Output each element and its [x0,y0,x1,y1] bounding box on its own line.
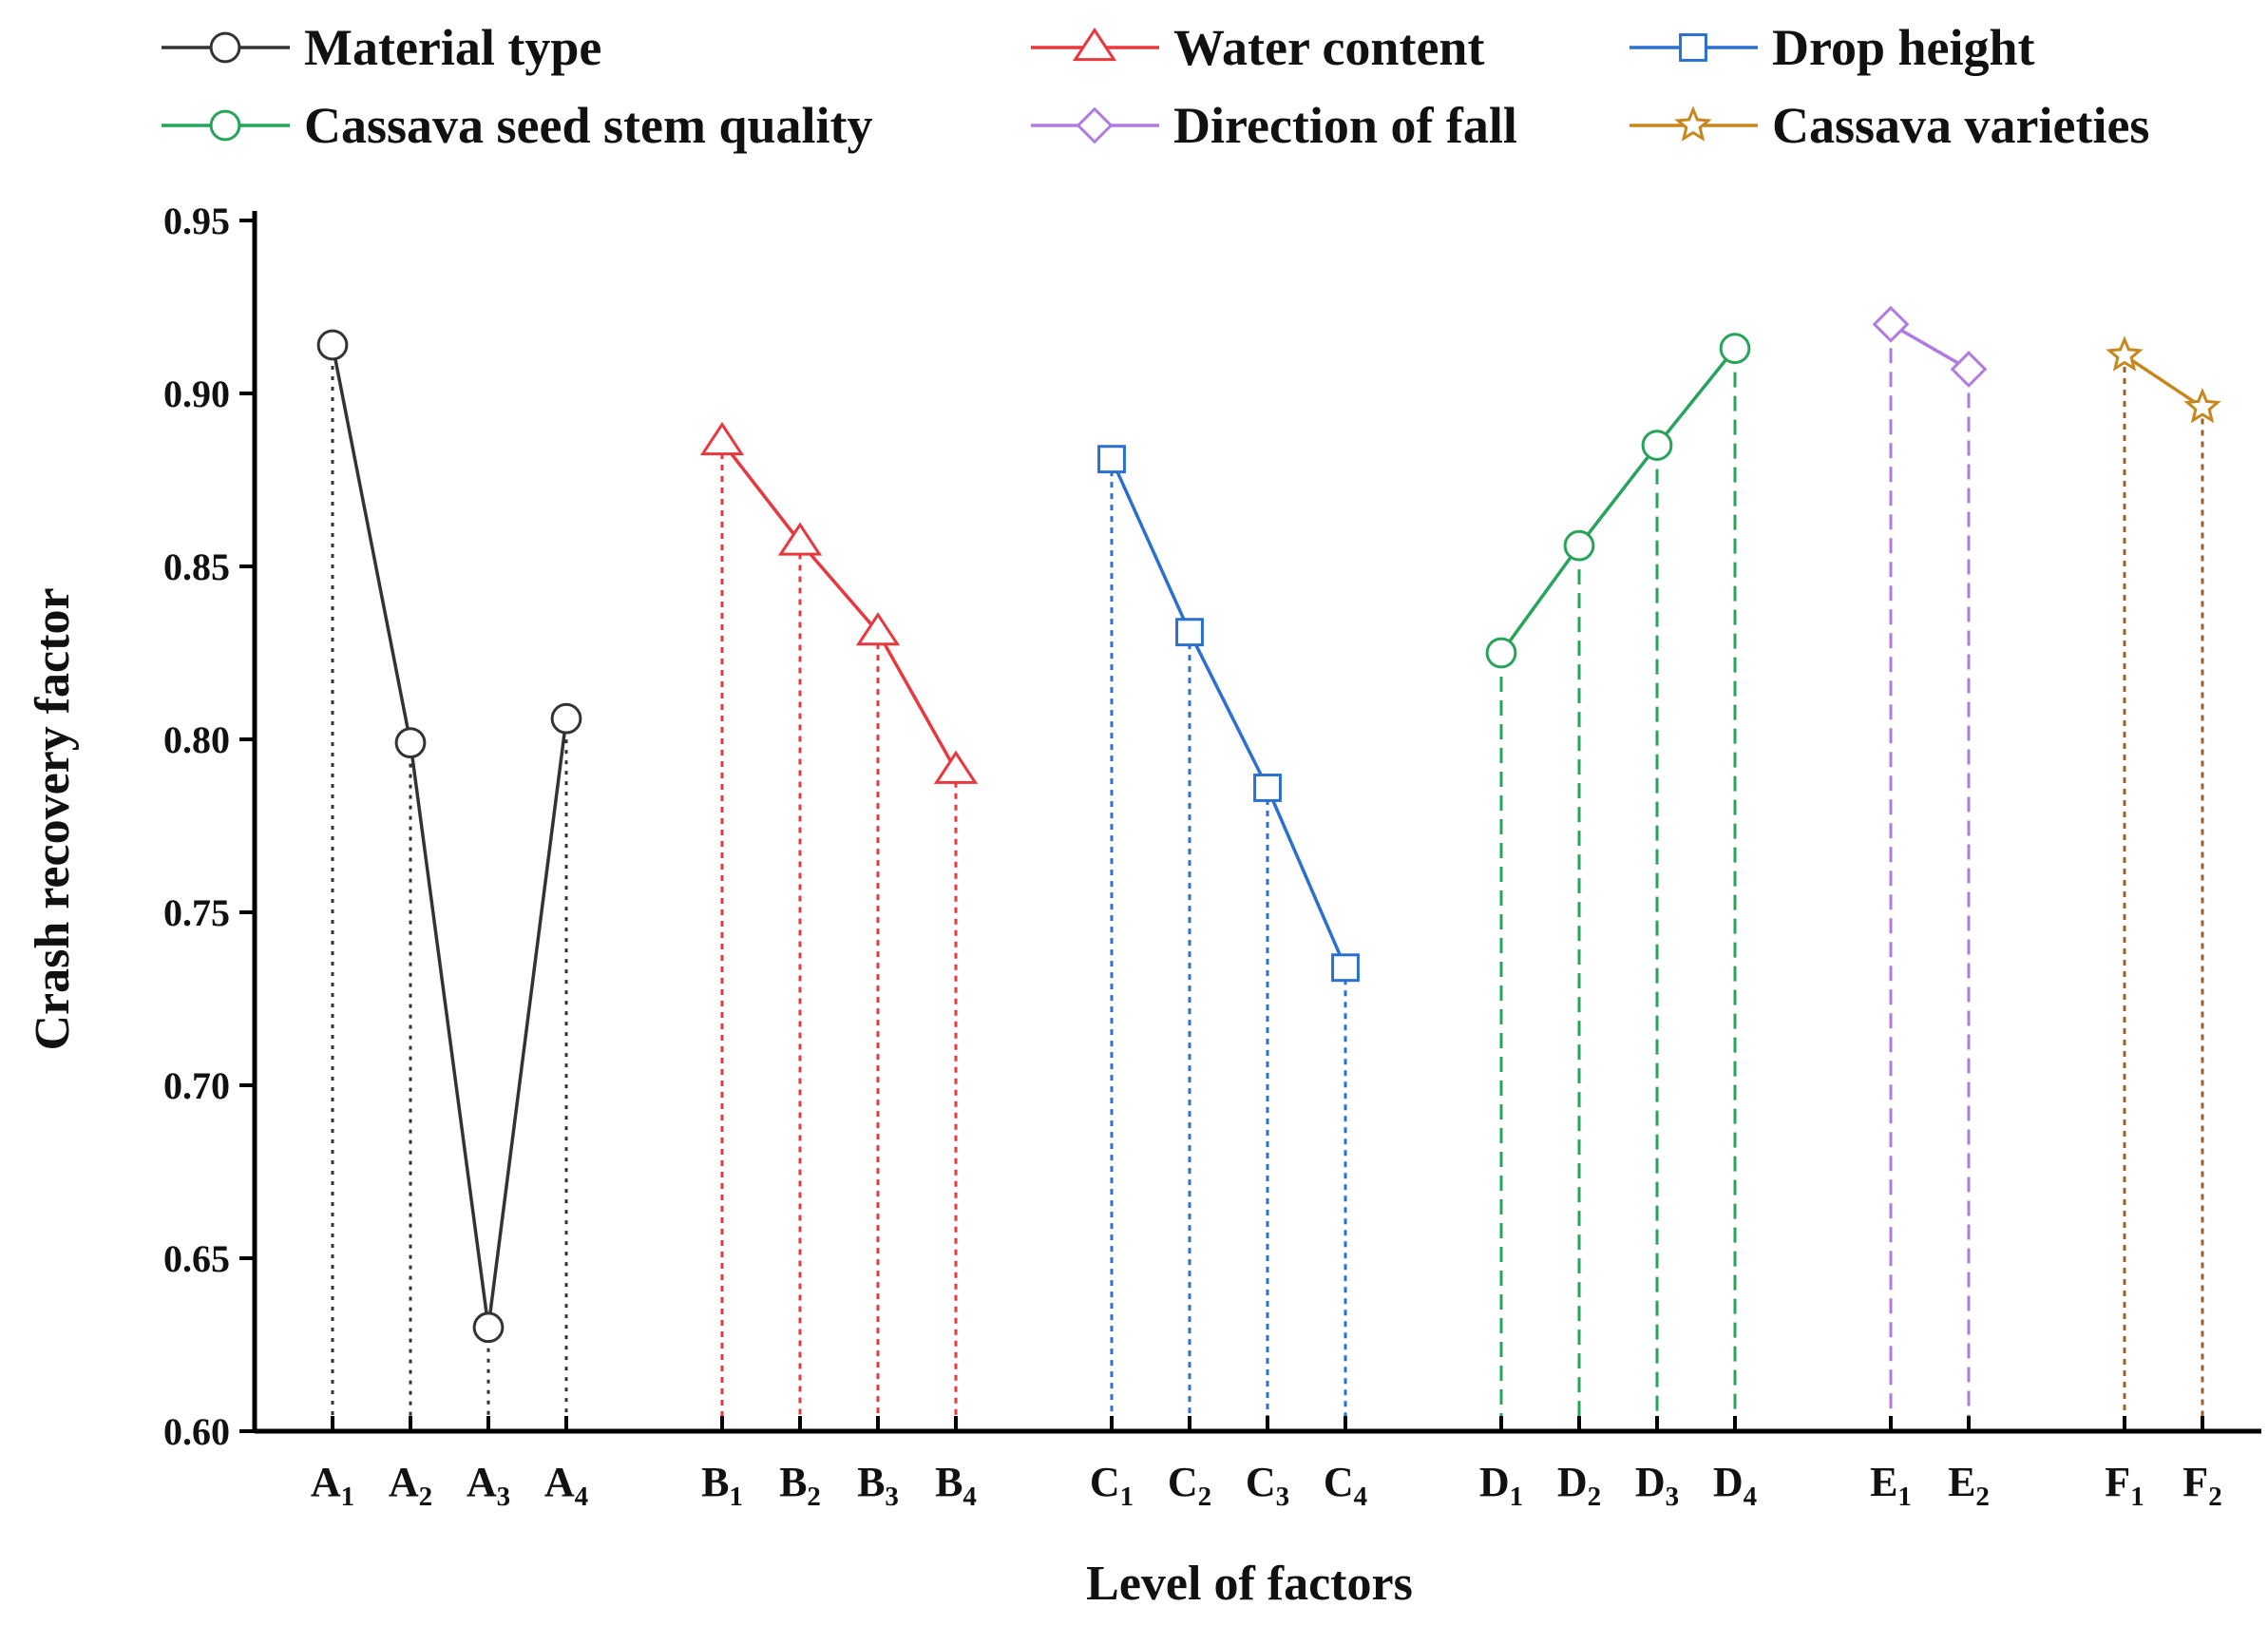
x-tick-label: B4 [935,1459,977,1512]
marker-water-content [777,522,823,556]
x-tick-label: D3 [1635,1459,1679,1512]
marker-water-content [699,421,745,456]
legend-label: Cassava varieties [1772,97,2149,154]
x-tick-label: A1 [311,1459,354,1512]
axes: 0.60 0.65 0.70 0.75 0.80 0.85 0.90 0.95 A1 A2 A3 A4… [163,200,2261,1512]
data-markers [316,305,2221,1344]
x-tick-label: C3 [1246,1459,1289,1512]
series-line-drop-height [1110,458,1347,968]
legend-item-water-content: Water content [1031,19,1484,76]
legend-marker-water-content [1072,27,1117,62]
series-line-direction-of-fall [1890,322,1970,372]
x-tick-label: B3 [857,1459,899,1512]
series-line-material-type [331,344,568,1329]
legend-item-material-type: Material type [162,19,601,76]
y-tick-label: 0.85 [163,545,230,588]
x-tick-label: A3 [467,1459,510,1512]
x-tick-label: F1 [2105,1459,2144,1512]
marker-cassava-seed-stem-quality [1563,529,1595,562]
y-tick-label: 0.65 [163,1237,230,1280]
drop-lines [331,324,2204,1431]
legend-label: Water content [1173,19,1484,76]
series-line-cassava-varieties [2124,354,2203,410]
x-tick-label: C1 [1090,1459,1134,1512]
y-tick-label: 0.60 [163,1410,230,1453]
marker-cassava-varieties [2106,335,2144,372]
legend-item-cassava-seed-stem-quality: Cassava seed stem quality [162,97,873,154]
marker-cassava-seed-stem-quality [1719,333,1751,365]
legend-marker-direction-of-fall [1076,106,1114,144]
x-tick-label: D2 [1557,1459,1601,1512]
y-tick-label: 0.75 [163,891,230,934]
x-tick-label: E2 [1948,1459,1990,1512]
legend-item-direction-of-fall: Direction of fall [1031,97,1517,154]
marker-material-type [550,702,582,735]
marker-drop-height [1175,618,1204,647]
x-tick-label: E1 [1870,1459,1912,1512]
x-axis-title: Level of factors [1086,1557,1413,1611]
marker-direction-of-fall [1872,305,1910,343]
x-tick-label: D4 [1713,1459,1757,1512]
marker-material-type [316,329,349,361]
x-tick-label: A4 [544,1459,588,1512]
marker-drop-height [1331,953,1360,983]
legend-label: Cassava seed stem quality [304,97,873,154]
legend-item-drop-height: Drop height [1630,19,2035,76]
marker-water-content [855,612,901,646]
legend: Material type Water content Drop height Cas… [162,19,2149,154]
legend-marker-cassava-varieties [1674,105,1712,142]
legend-label: Direction of fall [1173,97,1517,154]
series-lines [331,322,2203,1329]
x-tick-label: B2 [779,1459,821,1512]
y-tick-label: 0.80 [163,718,230,761]
series-line-water-content [720,440,958,772]
x-tick-label: D1 [1479,1459,1523,1512]
series-line-cassava-seed-stem-quality [1499,347,1737,655]
x-tick-label: A2 [389,1459,432,1512]
marker-drop-height [1097,445,1126,474]
marker-cassava-seed-stem-quality [1485,637,1517,669]
legend-marker-material-type [209,31,241,64]
legend-marker-cassava-seed-stem-quality [209,109,241,142]
legend-marker-drop-height [1679,33,1707,62]
x-tick-label: C4 [1324,1459,1367,1512]
x-tick-label: F2 [2182,1459,2221,1512]
marker-material-type [472,1311,505,1344]
y-tick-label: 0.95 [163,200,230,242]
marker-water-content [933,750,979,784]
marker-cassava-seed-stem-quality [1641,430,1673,461]
legend-label: Drop height [1772,19,2035,76]
x-tick-label: B1 [701,1459,743,1512]
marker-direction-of-fall [1950,351,1988,388]
y-tick-label: 0.70 [163,1064,230,1107]
y-axis-title: Crash recovery factor [26,587,80,1050]
legend-item-cassava-varieties: Cassava varieties [1630,97,2149,154]
marker-cassava-varieties [2183,387,2221,424]
marker-material-type [394,727,427,759]
marker-drop-height [1253,774,1282,802]
y-tick-label: 0.90 [163,373,230,415]
x-tick-label: C2 [1168,1459,1211,1512]
legend-label: Material type [304,19,601,76]
